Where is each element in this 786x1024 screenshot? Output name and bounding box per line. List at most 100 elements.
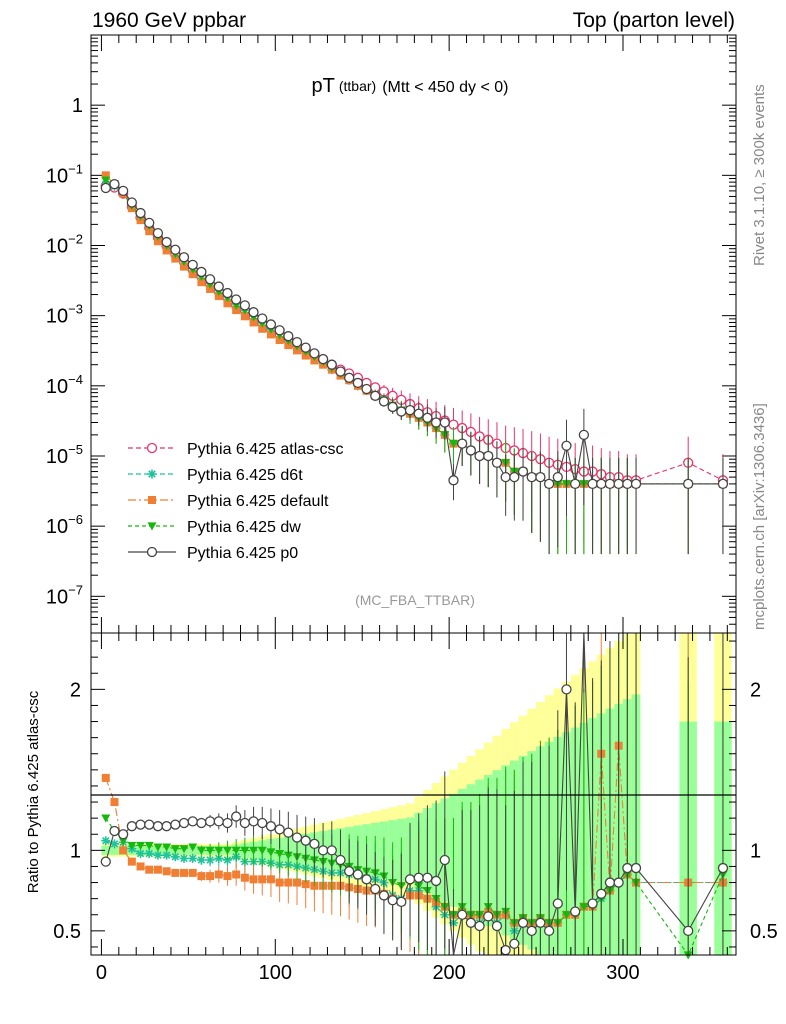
ratio-point xyxy=(257,817,268,829)
y-tick-label: 10−4 xyxy=(46,372,83,398)
ratio-point xyxy=(188,843,198,852)
data-point xyxy=(283,331,294,342)
ratio-point xyxy=(109,839,119,849)
ratio-point xyxy=(249,875,258,884)
ratio-point xyxy=(396,896,407,908)
data-point xyxy=(274,325,285,336)
legend-marker xyxy=(147,469,157,479)
band-inner xyxy=(101,845,111,855)
y-tick-label-exp: −2 xyxy=(68,231,83,246)
ratio-point xyxy=(361,874,372,885)
ratio-point xyxy=(162,867,171,876)
ratio-point xyxy=(101,836,111,846)
data-point xyxy=(249,318,258,327)
ratio-point xyxy=(249,846,259,855)
data-point xyxy=(135,207,146,219)
ratio-point xyxy=(613,877,624,888)
rivet-label: Rivet 3.1.10, ≥ 300k events xyxy=(751,84,768,266)
ratio-bands xyxy=(101,633,732,955)
ratio-point xyxy=(161,821,172,832)
data-point xyxy=(239,300,251,311)
ratio-point xyxy=(543,925,555,936)
ratio-point xyxy=(284,878,293,887)
ratio-point xyxy=(439,854,450,866)
legend-entry: Pythia 6.425 default xyxy=(128,493,329,510)
data-point xyxy=(404,405,416,416)
plot-title: pT (ttbar) (Mtt < 450 dy < 0) xyxy=(312,75,509,97)
data-point xyxy=(126,197,138,208)
ratio-point xyxy=(474,920,485,932)
ratio-point xyxy=(293,878,302,887)
ratio-point xyxy=(170,845,180,854)
y-tick-label-base: 10 xyxy=(46,446,68,468)
ratio-point xyxy=(187,816,198,827)
y-tick-label-base: 10 xyxy=(46,165,68,187)
data-point xyxy=(352,377,364,389)
x-tick-label: 0 xyxy=(96,962,107,984)
data-point xyxy=(613,478,624,490)
ratio-point xyxy=(162,843,172,852)
ratio-point xyxy=(240,873,249,882)
ratio-point xyxy=(101,773,110,782)
data-point xyxy=(232,306,241,315)
ratio-point xyxy=(178,817,190,829)
ratio-point xyxy=(196,855,206,865)
data-point xyxy=(413,408,424,419)
ratio-point xyxy=(144,849,154,859)
data-point xyxy=(500,471,511,483)
ratio-point xyxy=(239,817,251,829)
data-point xyxy=(474,450,485,462)
ratio-point xyxy=(283,851,293,860)
data-point xyxy=(361,383,372,395)
ratio-point xyxy=(587,898,598,909)
data-point xyxy=(266,330,275,339)
x-tick-label: 300 xyxy=(606,962,639,984)
ratio-point xyxy=(257,846,267,855)
legend-entry: Pythia 6.425 dw xyxy=(128,519,301,536)
ratio-y-tick-label: 0.5 xyxy=(53,921,81,943)
data-point xyxy=(596,478,607,490)
legend-label: Pythia 6.425 atlas-csc xyxy=(187,441,344,458)
ratio-point xyxy=(275,849,285,859)
data-point xyxy=(291,336,303,348)
ratio-point xyxy=(500,945,511,956)
ratio-point xyxy=(300,835,311,846)
ratio-series xyxy=(100,632,729,960)
ratio-point xyxy=(378,890,390,901)
ratio-point xyxy=(180,868,189,877)
data-point xyxy=(170,244,181,255)
legend-label: Pythia 6.425 dw xyxy=(187,519,301,536)
y-tick-label: 10−2 xyxy=(46,231,83,257)
y-tick-label-base: 10 xyxy=(46,516,68,538)
ratio-axes: 2 2 1 1 0.5 0.5 xyxy=(53,640,778,948)
band-inner xyxy=(110,845,119,855)
y-tick-label: 10−5 xyxy=(46,442,83,468)
ratio-y-tick-label-right: 1 xyxy=(750,840,761,862)
legend-marker xyxy=(146,442,158,454)
ratio-point xyxy=(465,917,477,928)
ratio-point xyxy=(171,868,180,877)
ratio-point xyxy=(430,875,442,887)
ratio-point xyxy=(196,817,207,829)
ratio-point xyxy=(170,819,181,830)
data-point xyxy=(231,294,242,305)
ratio-point xyxy=(422,872,433,883)
legend-label: Pythia 6.425 d6t xyxy=(187,467,303,484)
data-point xyxy=(187,259,198,270)
ratio-point xyxy=(240,846,250,855)
x-tick-label: 100 xyxy=(259,962,292,984)
upper-panel: 110−110−210−310−410−510−610−7 pT (ttbar)(… xyxy=(46,34,737,634)
data-point xyxy=(448,475,459,486)
legend-marker xyxy=(148,496,156,504)
ratio-point xyxy=(326,845,337,856)
ratio-point xyxy=(223,872,232,881)
ratio-point xyxy=(570,906,581,917)
ratio-point xyxy=(404,874,416,885)
ratio-point xyxy=(579,903,589,912)
ratio-y-tick-label: 1 xyxy=(70,840,81,862)
ratio-point xyxy=(231,846,241,855)
y-tick-label-base: 10 xyxy=(46,306,68,328)
data-point xyxy=(587,478,598,490)
series-line xyxy=(105,174,723,485)
